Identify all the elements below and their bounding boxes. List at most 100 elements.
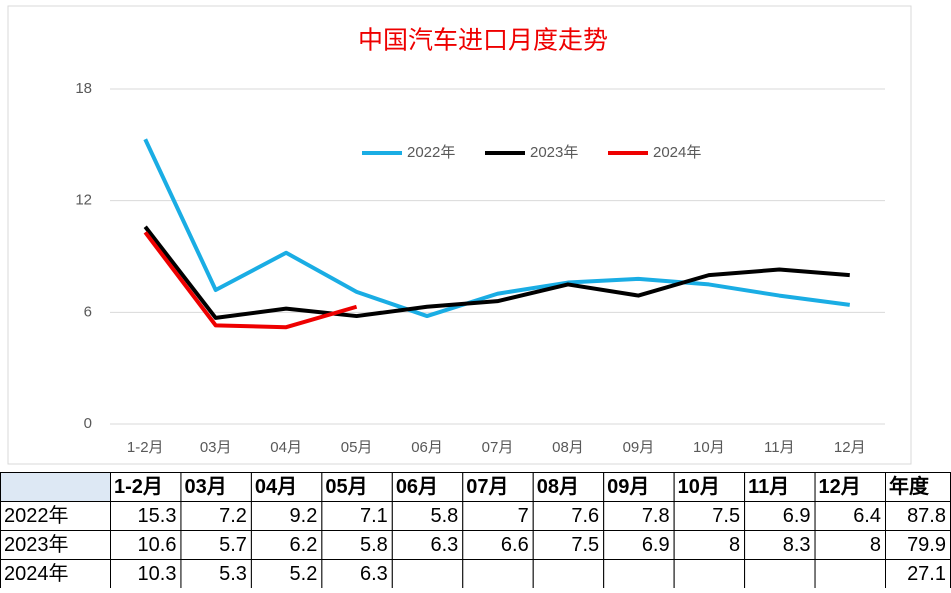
table-value: 10.6 <box>138 534 177 556</box>
plot: 0 6 12 18 1-2月 03月 04月 05月 06月 07月 08月 09月 10月 11月 12月… <box>75 80 885 456</box>
table-cell <box>673 530 746 560</box>
table-cell <box>321 472 393 502</box>
table-value: 6.2 <box>290 534 318 556</box>
table-value: 6.9 <box>642 534 670 556</box>
table-cell <box>603 559 675 589</box>
table-value: 6.3 <box>430 534 458 556</box>
table-cell <box>885 501 951 531</box>
x-tick-label: 09月 <box>623 439 655 456</box>
table-header: 12月 <box>819 476 861 498</box>
table-cell <box>744 501 816 531</box>
table-cell <box>391 559 464 589</box>
chart-frame <box>7 5 912 465</box>
table-value: 7.5 <box>571 534 599 556</box>
legend-label: 2024年 <box>653 144 701 161</box>
table-cell <box>110 530 182 560</box>
table-value: 6.4 <box>853 505 881 527</box>
table-value: 7.6 <box>571 505 599 527</box>
x-tick-label: 03月 <box>200 439 232 456</box>
y-tick-label: 6 <box>84 303 92 320</box>
chart-title: 中国汽车进口月度走势 <box>358 27 608 55</box>
table-cell <box>321 530 393 560</box>
table-header: 05月 <box>325 476 367 498</box>
table-cell <box>532 559 605 589</box>
table-header: 08月 <box>537 476 579 498</box>
table-cell <box>744 559 816 589</box>
table-cell <box>814 559 887 589</box>
y-tick-label: 18 <box>75 80 92 97</box>
table-value: 15.3 <box>138 505 177 527</box>
series-line <box>143 231 358 330</box>
table-cell <box>0 530 111 560</box>
table-cell <box>462 530 534 560</box>
table-cell <box>744 530 816 560</box>
table-value: 6.6 <box>501 534 529 556</box>
table-value: 5.8 <box>360 534 388 556</box>
table-header: 06月 <box>396 476 438 498</box>
table-value: 8 <box>729 534 740 556</box>
y-tick-label: 0 <box>84 415 92 432</box>
table-value: 8.3 <box>783 534 811 556</box>
table-value: 5.8 <box>430 505 458 527</box>
legend-label: 2022年 <box>407 144 455 161</box>
table-value: 9.2 <box>290 505 318 527</box>
table-cell <box>110 559 182 589</box>
table-header: 11月 <box>748 476 789 498</box>
x-tick-label: 08月 <box>552 439 584 456</box>
table-header: 04月 <box>255 476 297 498</box>
table-cell <box>462 559 534 589</box>
table-cell <box>110 501 182 531</box>
table-value: 6.3 <box>360 563 388 585</box>
table-header: 1-2月 <box>114 476 163 498</box>
table-cell <box>462 472 534 502</box>
table-cell <box>603 530 675 560</box>
table-cell <box>885 530 951 560</box>
table-cell <box>532 472 605 502</box>
table-value: 2023年 <box>4 533 69 556</box>
table-value: 6.9 <box>783 505 811 527</box>
series-line <box>143 225 850 320</box>
table-value: 5.7 <box>219 534 247 556</box>
table-header: 07月 <box>466 476 508 498</box>
x-tick-label: 04月 <box>270 439 302 456</box>
table-value: 7.1 <box>360 505 388 527</box>
table-value: 2022年 <box>4 504 69 527</box>
table-cell <box>673 472 746 502</box>
table-value: 5.3 <box>219 563 247 585</box>
x-tick-label: 06月 <box>411 439 443 456</box>
y-tick-label: 12 <box>75 192 92 209</box>
table-cell <box>250 530 323 560</box>
table-header: 09月 <box>607 476 649 498</box>
legend-label: 2023年 <box>530 144 578 161</box>
table-value: 27.1 <box>907 563 946 585</box>
table-value: 79.9 <box>907 534 946 556</box>
table-value: 2024年 <box>4 562 69 585</box>
table-header: 年度 <box>889 474 930 498</box>
table-cell <box>603 501 675 531</box>
table-value: 5.2 <box>290 563 318 585</box>
table-value: 7.5 <box>712 505 740 527</box>
x-tick-label: 05月 <box>341 439 373 456</box>
table-cell <box>673 559 746 589</box>
table-value: 7 <box>518 505 529 527</box>
x-tick-label: 07月 <box>482 439 514 456</box>
table-value: 7.8 <box>642 505 670 527</box>
series-line <box>143 138 851 319</box>
x-tick-label: 12月 <box>834 439 866 456</box>
table-header: 03月 <box>184 476 226 498</box>
table-value: 10.3 <box>138 563 177 585</box>
data-table: 1-2月 03月 04月 05月 06月 07月 08月 09月 10月 11月 12月 年度 2022… <box>0 472 951 589</box>
table-value: 8 <box>870 534 881 556</box>
table-cell <box>0 472 111 502</box>
x-tick-label: 11月 <box>764 439 795 456</box>
table-header: 10月 <box>678 476 720 498</box>
x-tick-label: 1-2月 <box>127 439 164 456</box>
x-tick-label: 10月 <box>693 439 725 456</box>
table-value: 7.2 <box>219 505 247 527</box>
table-cell <box>744 472 816 502</box>
table-cell <box>885 472 951 502</box>
table-value: 87.8 <box>907 505 946 527</box>
table-cell <box>250 559 323 589</box>
table-cell <box>250 501 323 531</box>
